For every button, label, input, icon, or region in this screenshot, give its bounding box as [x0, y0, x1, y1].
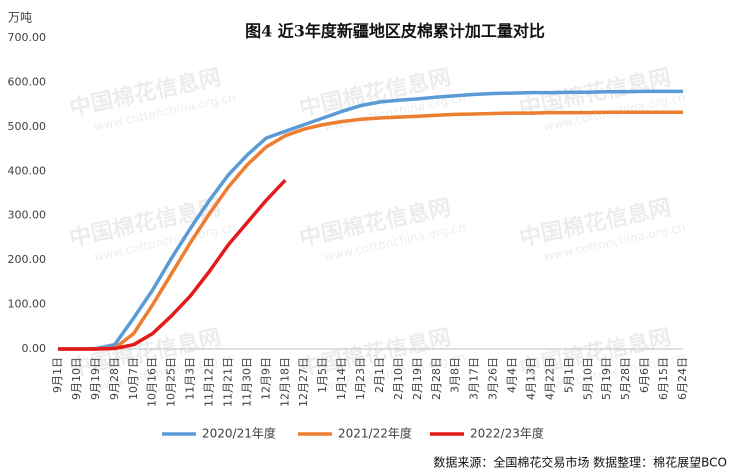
x-tick-label: 9月28日 [108, 357, 121, 400]
x-tick-label: 2月1日 [373, 357, 386, 393]
x-tick-label: 4月22日 [543, 357, 556, 400]
x-tick-label: 3月26日 [487, 357, 500, 400]
y-tick-label: 0.00 [22, 342, 47, 355]
chart-title: 图4 近3年度新疆地区皮棉累计加工量对比 [245, 22, 545, 41]
x-tick-label: 2月28日 [430, 357, 443, 400]
x-tick-label: 11月3日 [184, 357, 197, 400]
x-tick-label: 1月5日 [316, 357, 329, 393]
x-tick-label: 1月14日 [335, 357, 348, 400]
x-tick-label: 9月1日 [51, 357, 64, 393]
legend-label: 2021/22年度 [338, 426, 412, 441]
y-tick-label: 500.00 [8, 120, 47, 133]
legend-label: 2022/23年度 [470, 426, 544, 441]
x-tick-label: 2月19日 [411, 357, 424, 400]
x-tick-label: 1月23日 [354, 357, 367, 400]
series-line [58, 178, 287, 351]
y-tick-label: 300.00 [8, 209, 47, 222]
series-line [58, 89, 683, 351]
x-tick-label: 12月9日 [259, 357, 272, 400]
x-tick-label: 10月7日 [127, 357, 140, 400]
series-line [58, 110, 683, 351]
x-tick-label: 5月1日 [562, 357, 575, 393]
x-tick-label: 3月8日 [449, 357, 462, 393]
x-tick-label: 10月16日 [146, 357, 159, 407]
x-tick-label: 9月19日 [89, 357, 102, 400]
legend-label: 2020/21年度 [202, 426, 276, 441]
x-tick-label: 11月21日 [221, 357, 234, 407]
x-tick-label: 3月17日 [468, 357, 481, 400]
x-tick-label: 11月30日 [240, 357, 253, 407]
x-tick-label: 5月28日 [619, 357, 632, 400]
x-tick-label: 2月10日 [392, 357, 405, 400]
x-tick-label: 12月18日 [278, 357, 291, 407]
x-tick-label: 6月15日 [657, 357, 670, 400]
x-tick-label: 5月10日 [581, 357, 594, 400]
y-tick-label: 700.00 [8, 31, 47, 44]
x-tick-label: 11月12日 [203, 357, 216, 407]
x-tick-label: 5月19日 [600, 357, 613, 400]
x-tick-label: 6月6日 [638, 357, 651, 393]
x-tick-label: 9月10日 [70, 357, 83, 400]
source: 数据来源：全国棉花交易市场 数据整理：棉花展望BCO [433, 455, 727, 470]
x-tick-label: 4月13日 [524, 357, 537, 400]
x-tick-label: 10月25日 [165, 357, 178, 407]
y-tick-label: 200.00 [8, 253, 47, 266]
x-tick-label: 6月24日 [676, 357, 689, 400]
x-tick-label: 12月27日 [297, 357, 310, 407]
y-tick-label: 400.00 [8, 164, 47, 177]
x-tick-label: 4月4日 [506, 357, 519, 393]
y-tick-label: 100.00 [8, 298, 47, 311]
y-tick-label: 600.00 [8, 75, 47, 88]
y-axis-label: 万吨 [8, 11, 32, 25]
